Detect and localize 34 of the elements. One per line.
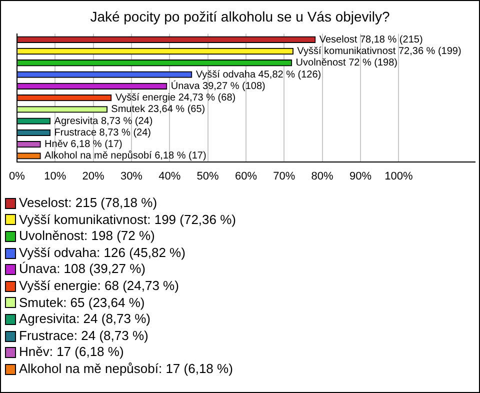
x-tick-label: 20%	[82, 170, 105, 182]
text: Vyšší odvaha: 126 (45,82 %)	[19, 244, 186, 262]
text: Alkohol na mě nepůsobí: 17 (6,18 %)	[19, 360, 233, 378]
x-tick-label: 40%	[158, 170, 181, 182]
text: Hněv: 17 (6,18 %)	[19, 344, 124, 361]
category-label: Hněv 6,18 % (17)	[44, 139, 122, 150]
category-label: Smutek 23,64 % (65)	[111, 104, 206, 116]
text: Vyšší komunikativnost: 199 (72,36 %)	[19, 212, 236, 228]
x-tick-label: 30%	[120, 170, 143, 182]
category-label: Vyšší odvaha 45,82 % (126)	[196, 69, 322, 80]
x-tick-label: 0%	[8, 170, 26, 182]
x-tick-label: 90%	[349, 170, 372, 182]
text: Veselost: 215 (78,18 %)	[19, 195, 158, 212]
text: Smutek: 65 (23,64 %)	[19, 294, 145, 312]
x-tick-label: 100%	[384, 170, 413, 182]
chart-title: Jaké pocity po požití alkoholu se u Vás objevily?	[90, 8, 390, 24]
category-label: Únava 39,27 % (108)	[170, 80, 266, 92]
text: Únava: 108 (39,27 %)	[19, 261, 146, 278]
x-tick-label: 70%	[273, 170, 296, 182]
category-label: Vyšší komunikativnost 72,36 % (199)	[297, 46, 462, 58]
category-label: Frustrace 8,73 % (24)	[54, 127, 151, 138]
x-tick-label: 10%	[44, 170, 66, 182]
text: Vyšší energie: 68 (24,73 %)	[19, 278, 179, 295]
category-label: Agresivita 8,73 % (24)	[54, 116, 153, 127]
text: Uvolněnost: 198 (72 %)	[19, 228, 155, 245]
x-tick-label: 60%	[234, 170, 258, 182]
x-tick-label: 80%	[311, 170, 334, 182]
text: Frustrace: 24 (8,73 %)	[19, 328, 148, 344]
category-label: Vyšší energie 24,73 % (68)	[115, 92, 236, 104]
category-label: Alkohol na mě nepůsobí 6,18 % (17)	[44, 150, 206, 162]
category-label: Uvolněnost 72 % (198)	[296, 58, 398, 69]
category-label: Veselost 78,18 % (215)	[319, 34, 423, 46]
x-tick-label: 50%	[196, 170, 220, 182]
text: Agresivita: 24 (8,73 %)	[19, 311, 151, 328]
